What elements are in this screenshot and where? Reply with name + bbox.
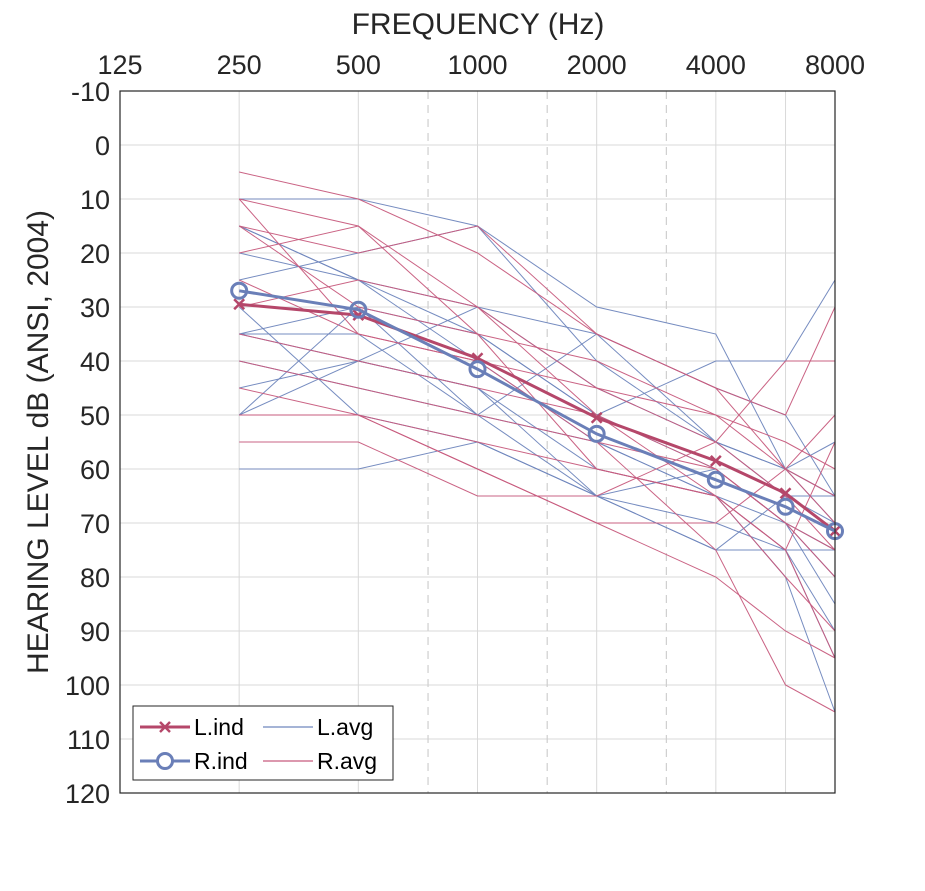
individual-line-right xyxy=(239,414,836,659)
y-tick-label: -10 xyxy=(71,77,110,107)
legend-label: L.avg xyxy=(317,714,373,740)
x-tick-label: 1000 xyxy=(447,50,507,80)
x-tick-label: 125 xyxy=(97,50,142,80)
tick-labels: 125 250 500 1000 2000 4000 8000 -10 0 10 20 30 40 50 6… xyxy=(65,50,865,809)
y-tick-label: 70 xyxy=(80,509,110,539)
y-tick-label: 30 xyxy=(80,293,110,323)
y-tick-label: 60 xyxy=(80,455,110,485)
legend-entry: L.ind xyxy=(140,714,244,740)
series-line-l-ind xyxy=(239,302,836,533)
point-o-marker xyxy=(349,300,368,319)
individual-audiograms xyxy=(238,171,836,713)
mean-series xyxy=(230,281,844,541)
individual-line-right xyxy=(239,225,836,470)
series-line-r-ind xyxy=(238,289,836,533)
x-axis-title: FREQUENCY (Hz) xyxy=(352,8,605,41)
legend-label: R.avg xyxy=(317,748,377,774)
point-x-marker xyxy=(590,411,603,424)
legend-entry: R.ind xyxy=(140,748,248,774)
y-tick-label: 20 xyxy=(80,239,110,269)
y-tick-label: 120 xyxy=(65,779,110,809)
individual-line-right xyxy=(239,333,836,632)
y-tick-label: 100 xyxy=(65,671,110,701)
y-tick-label: 110 xyxy=(67,725,110,755)
point-o-marker xyxy=(776,497,795,516)
x-tick-label: 2000 xyxy=(567,50,627,80)
individual-line-right xyxy=(239,225,836,416)
y-tick-label: 80 xyxy=(80,563,110,593)
legend-marker xyxy=(156,752,174,770)
legend: L.ind L.avg R.ind R.avg xyxy=(132,705,394,781)
individual-line-right xyxy=(238,198,836,551)
individual-line-left xyxy=(238,360,836,713)
individual-line-right xyxy=(239,414,836,524)
y-tick-label: 40 xyxy=(80,347,110,377)
point-o-marker xyxy=(706,470,725,489)
individual-line-right xyxy=(239,360,835,497)
marker-stroke xyxy=(709,455,722,467)
legend-label: L.ind xyxy=(194,714,244,740)
x-tick-label: 8000 xyxy=(805,50,865,80)
point-x-marker xyxy=(779,487,792,500)
point-o-marker xyxy=(587,424,606,443)
y-tick-label: 50 xyxy=(80,401,110,431)
point-x-marker xyxy=(709,455,722,467)
x-tick-label: 4000 xyxy=(686,50,746,80)
y-tick-label: 90 xyxy=(80,617,110,647)
point-o-marker xyxy=(468,360,487,379)
x-tick-label: 500 xyxy=(336,50,381,80)
x-tick-label: 250 xyxy=(217,50,262,80)
marker-stroke xyxy=(779,487,792,500)
legend-label: R.ind xyxy=(194,748,248,774)
marker-stroke xyxy=(233,298,246,311)
point-x-marker xyxy=(233,298,246,311)
legend-marker xyxy=(159,721,171,733)
legend-entry: L.avg xyxy=(263,714,373,740)
legend-entry: R.avg xyxy=(263,748,377,774)
y-tick-label: 10 xyxy=(80,185,110,215)
plot-frame xyxy=(119,90,836,794)
legend-box xyxy=(132,705,394,781)
y-axis-title: HEARING LEVEL dB (ANSI, 2004) xyxy=(22,210,55,674)
marker-stroke xyxy=(590,411,603,424)
point-o-marker xyxy=(230,281,249,300)
y-tick-label: 0 xyxy=(95,131,110,161)
